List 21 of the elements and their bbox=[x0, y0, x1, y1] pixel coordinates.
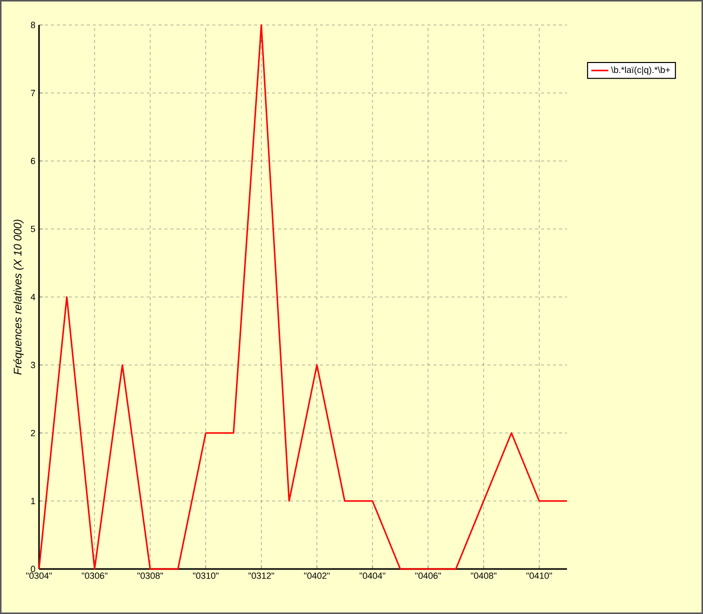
y-tick-label: 5 bbox=[30, 226, 36, 232]
x-tick-label: "0410" bbox=[526, 572, 552, 579]
y-tick-label: 0 bbox=[30, 566, 36, 572]
x-tick-label: "0306" bbox=[82, 572, 108, 579]
x-tick-label: "0310" bbox=[192, 572, 219, 579]
x-tick-label: "0312" bbox=[248, 572, 274, 579]
y-tick-label: 8 bbox=[30, 22, 36, 28]
y-tick-label: 2 bbox=[30, 430, 36, 436]
x-tick-label: "0406" bbox=[415, 572, 441, 579]
y-tick-label: 1 bbox=[31, 498, 36, 504]
x-tick-label: "0308" bbox=[137, 572, 163, 579]
y-tick-label: 4 bbox=[30, 294, 36, 300]
x-tick-label: "0402" bbox=[304, 572, 330, 579]
x-tick-label: "0404" bbox=[360, 572, 386, 579]
y-tick-label: 7 bbox=[30, 90, 36, 96]
x-tick-label: "0408" bbox=[470, 572, 496, 579]
x-tick-label: "0304" bbox=[26, 572, 52, 579]
y-tick-label: 6 bbox=[30, 158, 36, 164]
y-axis-title: Fréquences relatives (X 10 000) bbox=[13, 220, 24, 375]
legend-label: \b.*laï(c|q).*\b+ bbox=[611, 66, 670, 75]
y-tick-label: 3 bbox=[30, 362, 36, 368]
